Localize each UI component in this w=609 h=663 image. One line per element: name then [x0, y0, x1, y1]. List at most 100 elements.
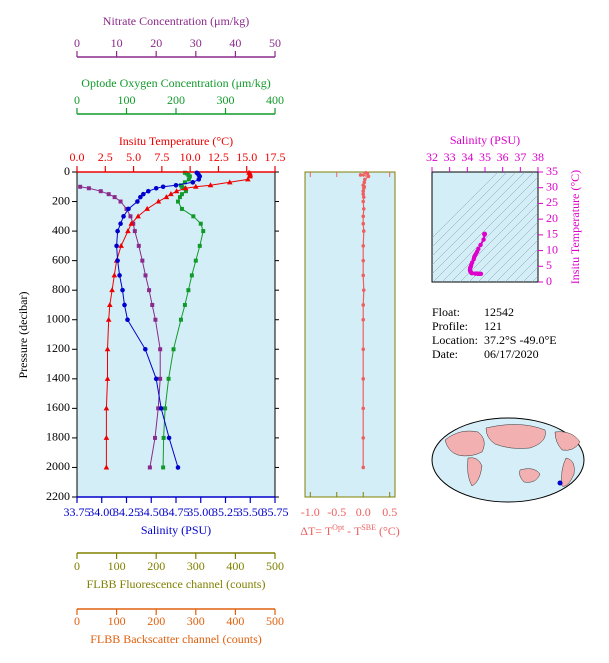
data-point: [158, 376, 163, 381]
x-tick-label: 34.50: [138, 505, 165, 519]
data-point: [173, 182, 179, 188]
data-point: [112, 195, 117, 200]
data-point: [143, 273, 148, 278]
x-tick-label: 32: [426, 150, 438, 164]
data-point: [182, 302, 187, 307]
delta-t-point: [361, 347, 366, 352]
info-label: Date:: [432, 347, 458, 361]
delta-t-point: [361, 199, 366, 204]
delta-t-point: [361, 258, 366, 263]
data-point: [147, 465, 152, 470]
label-part: Opt: [332, 523, 345, 532]
delta-t-point: [361, 195, 366, 199]
density-contour: [495, 239, 538, 282]
y-tick-label: 1400: [46, 371, 70, 385]
data-point: [193, 183, 199, 189]
density-contour: [450, 194, 538, 282]
data-point: [153, 376, 159, 382]
data-point: [150, 302, 155, 307]
data-point: [147, 288, 152, 293]
data-point: [173, 188, 180, 194]
y-tick-label: 1600: [46, 400, 70, 414]
axis-label: Optode Oxygen Concentration (μm/kg): [81, 76, 270, 90]
axis-label: FLBB Fluorescence channel (counts): [87, 577, 266, 591]
density-contour: [459, 203, 538, 282]
y-tick-label: 200: [52, 193, 70, 207]
delta-t-point: [365, 171, 370, 176]
data-point: [177, 195, 182, 200]
data-point: [115, 228, 120, 234]
data-point: [196, 177, 202, 182]
x-tick-label: 33.75: [64, 505, 91, 519]
data-point: [141, 191, 146, 197]
x-tick-label: 36: [497, 150, 509, 164]
info-value: 121: [484, 319, 502, 333]
ts-point: [478, 242, 483, 248]
delta-t-point: [362, 180, 367, 185]
density-contour: [513, 257, 538, 282]
x-tick-label: 38: [532, 150, 544, 164]
x-tick-label: 20: [150, 36, 162, 50]
data-point: [182, 180, 187, 185]
data-point: [118, 199, 123, 204]
x-tick-label: 100: [108, 614, 126, 628]
y-tick-label: 5: [546, 258, 552, 272]
world-map: [431, 417, 585, 503]
label-part: - T: [344, 524, 362, 538]
data-point: [161, 465, 166, 470]
y-tick-label: 35: [546, 164, 558, 178]
density-contour: [486, 230, 538, 282]
data-point: [125, 317, 130, 323]
data-point: [186, 177, 191, 182]
y-tick-label: 1000: [46, 311, 70, 325]
x-tick-label: 400: [266, 93, 284, 107]
info-label: Profile:: [432, 319, 468, 333]
y-tick-label: 30: [546, 179, 558, 193]
ts-background: [431, 171, 539, 283]
x-tick-label: 17.5: [265, 150, 286, 164]
delta-t-point: [361, 273, 366, 278]
delta-t-label: ΔT= TOpt - TSBE (°C): [300, 523, 400, 538]
x-tick-label: -1.0: [301, 505, 320, 519]
data-point: [121, 214, 126, 219]
x-tick-label: 37: [514, 150, 526, 164]
density-contour: [504, 248, 538, 282]
x-tick-label: 0: [74, 93, 80, 107]
x-tick-label: 100: [108, 559, 126, 573]
data-point: [122, 302, 127, 308]
axis-label: Insitu Temperature (°C): [119, 134, 233, 148]
y-tick-label: 1800: [46, 430, 70, 444]
x-tick-label: 100: [118, 93, 136, 107]
x-tick-label: 300: [217, 93, 235, 107]
data-point: [120, 287, 125, 293]
x-tick-label: 2.5: [98, 150, 113, 164]
data-point: [163, 194, 170, 200]
data-point: [191, 214, 196, 219]
data-point: [115, 258, 120, 263]
data-point: [109, 287, 115, 293]
y-tick-label: 2000: [46, 459, 70, 473]
delta-t-point: [361, 244, 366, 248]
y-tick-label: 15: [546, 227, 558, 241]
density-contour: [468, 212, 538, 282]
data-point: [125, 228, 131, 234]
data-point: [226, 179, 233, 185]
y-tick-label: 400: [52, 223, 70, 237]
density-contour: [477, 221, 538, 282]
y-tick-label: 800: [52, 282, 70, 296]
density-contour: [522, 266, 538, 282]
y-tick-label: 25: [546, 195, 558, 209]
data-point: [128, 214, 133, 219]
delta-t-point: [361, 406, 366, 411]
density-contours: [432, 172, 538, 282]
data-point: [179, 192, 184, 197]
x-tick-label: 34.25: [113, 505, 140, 519]
data-point: [143, 346, 148, 352]
density-contour: [432, 172, 517, 257]
delta-t-point: [358, 173, 363, 177]
data-point: [103, 464, 110, 470]
x-tick-label: 0: [74, 36, 80, 50]
data-point: [86, 186, 91, 191]
y-tick-label: 0: [64, 164, 70, 178]
data-point: [186, 288, 191, 293]
